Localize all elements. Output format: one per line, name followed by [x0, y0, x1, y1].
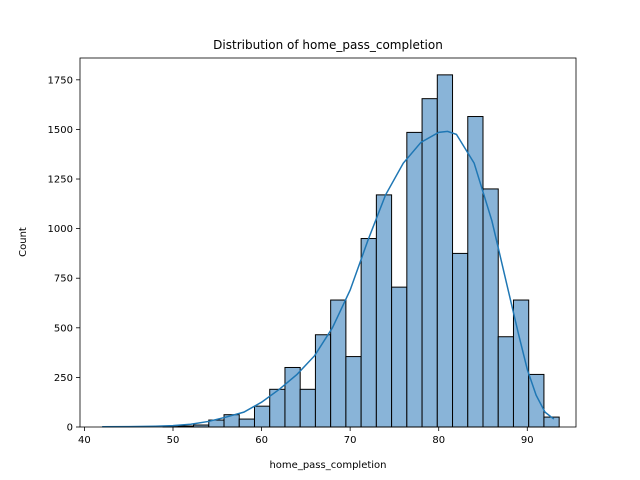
histogram-bar	[375, 194, 393, 428]
y-tick-label: 1500	[48, 125, 73, 136]
kde-curve	[102, 130, 555, 428]
x-tick-label: 90	[521, 435, 534, 446]
histogram-bar	[345, 356, 362, 428]
y-tick-label: 0	[67, 423, 73, 434]
x-tick-label: 50	[167, 435, 180, 446]
histogram-bar	[436, 74, 454, 428]
histogram-bar	[314, 334, 332, 428]
histogram-bar	[482, 188, 499, 428]
histogram-bar	[253, 405, 271, 428]
histogram-bar	[391, 286, 408, 428]
histogram-bar	[452, 252, 469, 428]
x-axis: 40 50 60 70 80 90	[78, 427, 534, 446]
y-axis-label: Count	[18, 227, 29, 257]
histogram-bar	[406, 131, 423, 428]
y-axis: 0 250 500 750 1000 1250 1500 1750	[48, 75, 80, 434]
histogram-bar	[299, 388, 316, 428]
x-axis-label: home_pass_completion	[269, 460, 386, 471]
y-tick-label: 750	[54, 274, 73, 285]
y-tick-label: 1750	[48, 75, 73, 86]
y-tick-label: 250	[54, 373, 73, 384]
histogram-bar	[330, 299, 347, 428]
histogram-bar	[543, 416, 560, 428]
chart-title: Distribution of home_pass_completion	[213, 38, 443, 52]
plot-frame	[79, 57, 577, 428]
y-tick-label: 1250	[48, 175, 73, 186]
y-tick-label: 500	[54, 323, 73, 334]
x-tick-label: 40	[78, 435, 91, 446]
y-tick-label: 1000	[48, 224, 73, 235]
histogram-bar	[421, 98, 438, 428]
histogram-bar	[497, 336, 514, 428]
x-tick-label: 60	[255, 435, 268, 446]
x-tick-label: 80	[432, 435, 445, 446]
histogram-bar	[284, 366, 301, 428]
histogram-bar	[238, 418, 255, 428]
histogram-bar	[467, 116, 484, 428]
bars-group	[162, 74, 560, 428]
histogram-bar	[360, 238, 377, 428]
x-tick-label: 70	[344, 435, 357, 446]
